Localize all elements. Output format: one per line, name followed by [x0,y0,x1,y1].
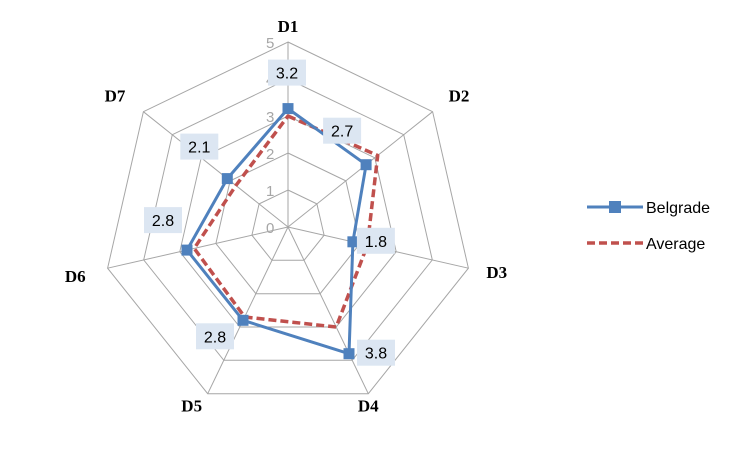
legend: Belgrade Average [587,200,710,253]
data-label-d2: 2.7 [323,117,362,144]
data-label-box [357,339,395,366]
data-label-text: 3.8 [365,346,387,363]
marker-belgrade-d4 [343,348,355,360]
series-line-belgrade [185,107,368,356]
axis-labels: D1 D2 D3 D4 D5 D6 D7 [65,17,507,416]
data-label-d6: 2.8 [144,207,182,234]
legend-label-average: Average [646,236,705,253]
axis-label-d6: D6 [65,267,86,286]
data-label-box [180,133,219,160]
legend-label-belgrade: Belgrade [646,200,710,217]
data-labels: 3.2 2.7 1.8 3.8 2.8 2.8 2.1 [144,59,395,366]
marker-belgrade-d1 [282,103,294,115]
grid-ring [215,152,361,295]
tick-label: 0 [266,220,274,237]
series-line-average [192,114,380,329]
grid-spoke [287,226,369,394]
grid-ring [143,78,433,361]
data-label-text: 2.8 [204,329,226,346]
legend-item-average: Average [587,236,705,253]
grid-spoke [207,226,289,394]
data-label-d3: 1.8 [356,227,395,254]
grid-spoke [287,111,433,228]
tick-label: 3 [266,109,274,126]
marker-belgrade-d7 [221,173,233,185]
axis-label-d2: D2 [449,87,470,106]
data-label-text: 2.7 [331,124,353,141]
marker-belgrade-d3 [347,236,359,248]
axis-label-d1: D1 [278,17,299,36]
axis-label-d5: D5 [181,397,202,416]
data-label-text: 2.1 [188,140,210,157]
axis-label-d7: D7 [105,87,126,106]
grid-ring [107,41,469,395]
data-label-box [323,117,362,144]
tick-label: 5 [266,35,274,52]
data-label-d5: 2.8 [196,323,234,350]
series [181,103,380,360]
data-label-box [356,227,395,254]
grid-spoke [107,226,289,269]
data-label-d7: 2.1 [180,133,219,160]
data-label-box [144,207,182,234]
axis-label-d3: D3 [486,263,507,282]
tick-label: 1 [266,183,274,200]
legend-item-belgrade: Belgrade [587,200,710,217]
marker-belgrade-d6 [181,244,193,256]
data-label-box [196,323,234,350]
marker-belgrade-d5 [237,314,249,326]
data-label-text: 1.8 [365,234,387,251]
grid-ring [251,189,325,261]
tick-label: 2 [266,146,274,163]
data-label-box [268,59,306,86]
data-label-text: 3.2 [276,66,298,83]
axis-label-d4: D4 [358,397,379,416]
legend-marker-belgrade [609,201,621,213]
grid-ring [179,115,397,328]
data-label-d4: 3.8 [357,339,395,366]
data-label-text: 2.8 [152,213,174,230]
grid [107,41,469,395]
grid-spoke [143,111,289,228]
marker-belgrade-d2 [360,159,372,171]
data-label-d1: 3.2 [268,59,306,86]
